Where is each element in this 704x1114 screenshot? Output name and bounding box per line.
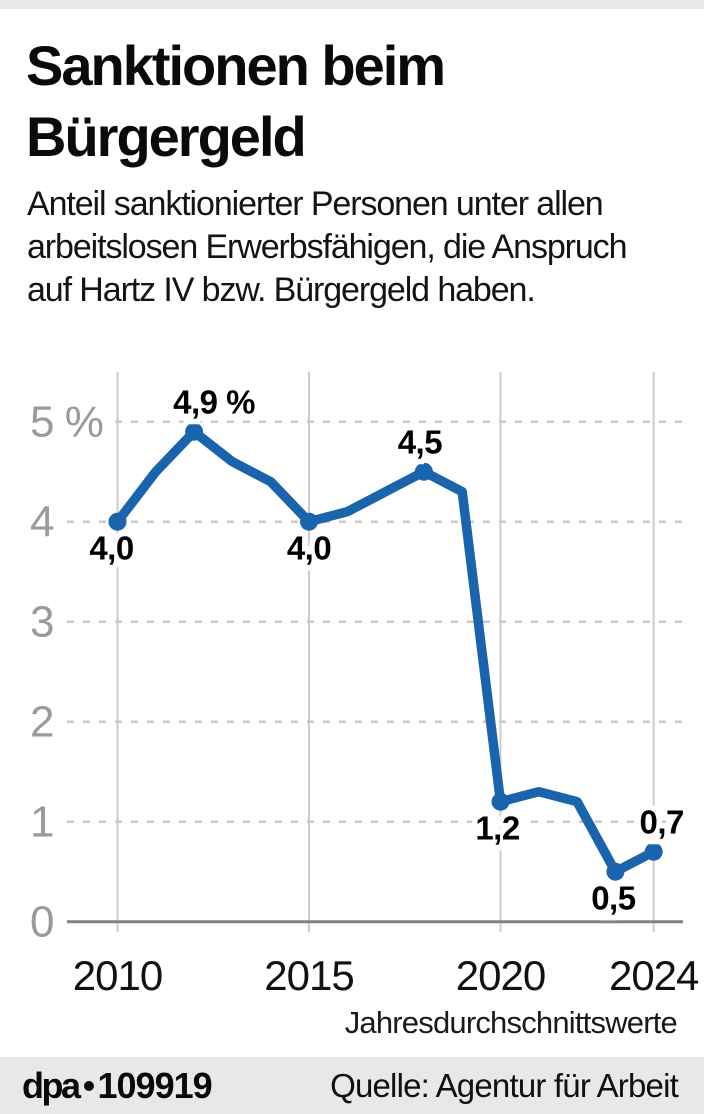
data-point-marker-2010 <box>108 512 127 531</box>
dpa-logo: dpa <box>22 1065 81 1106</box>
data-point-marker-2024 <box>644 842 663 861</box>
data-point-marker-2023 <box>606 862 625 881</box>
chart-description-line-1: Anteil sanktionierter Personen unter all… <box>27 185 604 223</box>
y-axis-label-0: 0 <box>30 898 53 947</box>
page-title-line-2: Bürgergeld <box>26 105 307 168</box>
data-line-series <box>112 426 659 877</box>
x-axis-label-2010: 2010 <box>73 952 162 999</box>
data-value-label-2010: 4,0 <box>89 530 133 567</box>
data-point-marker-2012 <box>185 422 204 441</box>
x-axis-label-2015: 2015 <box>264 952 353 999</box>
data-point-marker-2015 <box>300 512 318 531</box>
chart-description-line-3: auf Hartz IV bzw. Bürgergeld haben. <box>27 271 536 309</box>
data-value-label-2015: 4,0 <box>287 530 331 567</box>
chart-note: Jahresdurchschnittswerte <box>344 1005 678 1040</box>
data-point-marker-2020 <box>491 792 510 811</box>
y-axis-label-4: 4 <box>30 498 54 547</box>
graphic-id: 109919 <box>97 1065 213 1106</box>
footer-bar: dpa 109919 Quelle: Agentur für Arbeit <box>0 1057 704 1114</box>
chart-description: Anteil sanktionierter Personen unter all… <box>27 183 687 312</box>
y-axis-label-2: 2 <box>30 698 53 747</box>
page-title: Sanktionen beim Bürgergeld <box>26 30 676 172</box>
page-title-line-1: Sanktionen beim <box>26 34 446 97</box>
x-axis-label-2020: 2020 <box>456 952 545 999</box>
data-value-label-2020: 1,2 <box>475 810 520 847</box>
top-gray-strip <box>0 0 704 9</box>
data-point-marker-2018 <box>414 462 433 481</box>
dpa-credit: dpa 109919 <box>22 1057 213 1114</box>
data-value-label-2024: 0,7 <box>640 804 684 841</box>
dpa-dot-icon <box>83 1081 94 1092</box>
y-axis-label-1: 1 <box>30 798 53 847</box>
y-axis-label-5: 5 % <box>30 398 103 447</box>
source-credit: Quelle: Agentur für Arbeit <box>330 1067 679 1104</box>
x-axis-label-2024: 2024 <box>609 952 699 999</box>
chart-description-line-2: arbeitslosen Erwerbsfähigen, die Anspruc… <box>27 228 627 266</box>
data-value-label-2012: 4,9 % <box>173 384 255 421</box>
data-value-label-2023: 0,5 <box>591 880 636 917</box>
data-value-label-2018: 4,5 <box>398 424 443 461</box>
y-axis-label-3: 3 <box>30 598 53 647</box>
